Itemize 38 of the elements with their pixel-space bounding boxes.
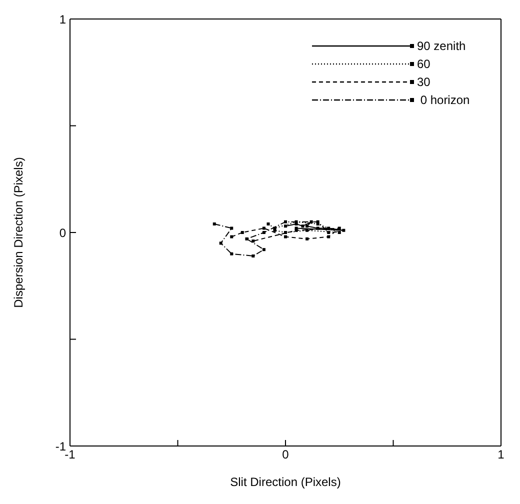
legend-label: 90 zenith [417,39,466,53]
point [230,226,234,230]
point [252,254,255,258]
point [262,226,266,230]
point [240,231,244,234]
point [342,228,346,232]
point [301,224,304,228]
point [284,235,287,238]
point [266,222,270,226]
point [245,237,248,240]
point [310,220,313,224]
point [338,226,341,230]
point [306,228,309,232]
y-tick-label: 0 [59,226,66,240]
legend-label: 60 [417,57,431,71]
y-tick-label: 1 [59,12,66,26]
point [327,231,330,234]
point [327,235,330,238]
x-tick-label: 0 [282,448,290,462]
point [316,226,320,230]
point [284,220,287,224]
point [306,224,309,228]
point [338,231,341,234]
y-axis-title: Dispersion Direction (Pixels) [11,157,26,308]
x-axis-title: Slit Direction (Pixels) [230,475,341,489]
legend-label: 0 horizon [417,93,470,107]
point [262,248,266,252]
x-tick-label: 1 [498,448,505,462]
point [230,252,234,256]
point [284,224,287,228]
point [252,240,255,243]
point [230,235,234,238]
point [212,222,216,226]
legend-label: 30 [417,75,431,89]
point [262,231,266,234]
point [327,226,330,230]
point [219,242,222,245]
point [306,237,309,240]
